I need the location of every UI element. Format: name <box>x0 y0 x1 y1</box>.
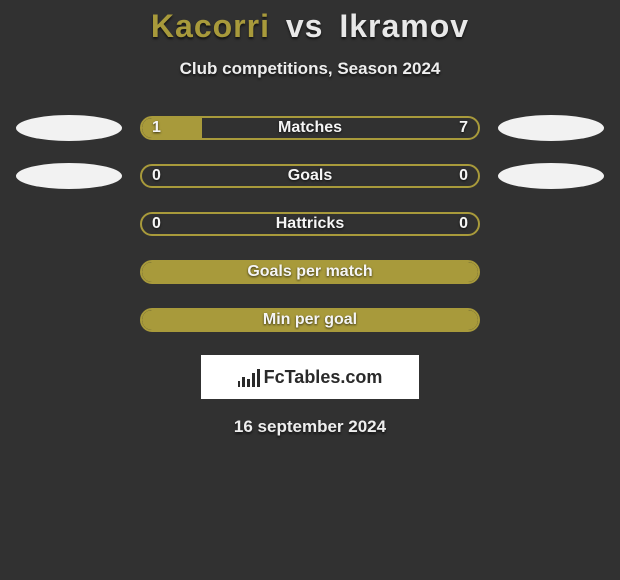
player2-badge <box>498 115 604 141</box>
vs-label: vs <box>286 8 324 44</box>
subtitle: Club competitions, Season 2024 <box>0 59 620 79</box>
source-logo: FcTables.com <box>201 355 419 399</box>
stat-row: 00Goals <box>0 163 620 189</box>
footer-date: 16 september 2024 <box>0 417 620 437</box>
player2-badge <box>498 163 604 189</box>
stat-label: Matches <box>142 118 478 138</box>
player2-name: Ikramov <box>339 8 469 44</box>
stat-label: Goals per match <box>142 262 478 282</box>
stat-bar: Goals per match <box>140 260 480 284</box>
stat-bar: 00Goals <box>140 164 480 188</box>
logo-bar-segment <box>242 377 245 387</box>
logo-text: FcTables.com <box>264 367 383 388</box>
stat-row: 00Hattricks <box>0 211 620 237</box>
logo-bar-segment <box>252 373 255 387</box>
player1-badge <box>16 163 122 189</box>
logo-bar-segment <box>257 369 260 387</box>
infographic-container: Kacorri vs Ikramov Club competitions, Se… <box>0 0 620 437</box>
stat-label: Goals <box>142 166 478 186</box>
player1-badge <box>16 115 122 141</box>
logo-bar-segment <box>238 381 241 387</box>
stat-bar: 17Matches <box>140 116 480 140</box>
player1-name: Kacorri <box>151 8 270 44</box>
stat-bar: Min per goal <box>140 308 480 332</box>
stat-rows: 17Matches 00Goals 00Hattricks Goals per mat… <box>0 115 620 333</box>
stat-row: Min per goal <box>0 307 620 333</box>
logo-bar-segment <box>247 379 250 387</box>
stat-label: Min per goal <box>142 310 478 330</box>
stat-bar: 00Hattricks <box>140 212 480 236</box>
stat-row: 17Matches <box>0 115 620 141</box>
logo-bars-icon <box>238 367 260 387</box>
stat-row: Goals per match <box>0 259 620 285</box>
comparison-title: Kacorri vs Ikramov <box>0 8 620 45</box>
stat-label: Hattricks <box>142 214 478 234</box>
